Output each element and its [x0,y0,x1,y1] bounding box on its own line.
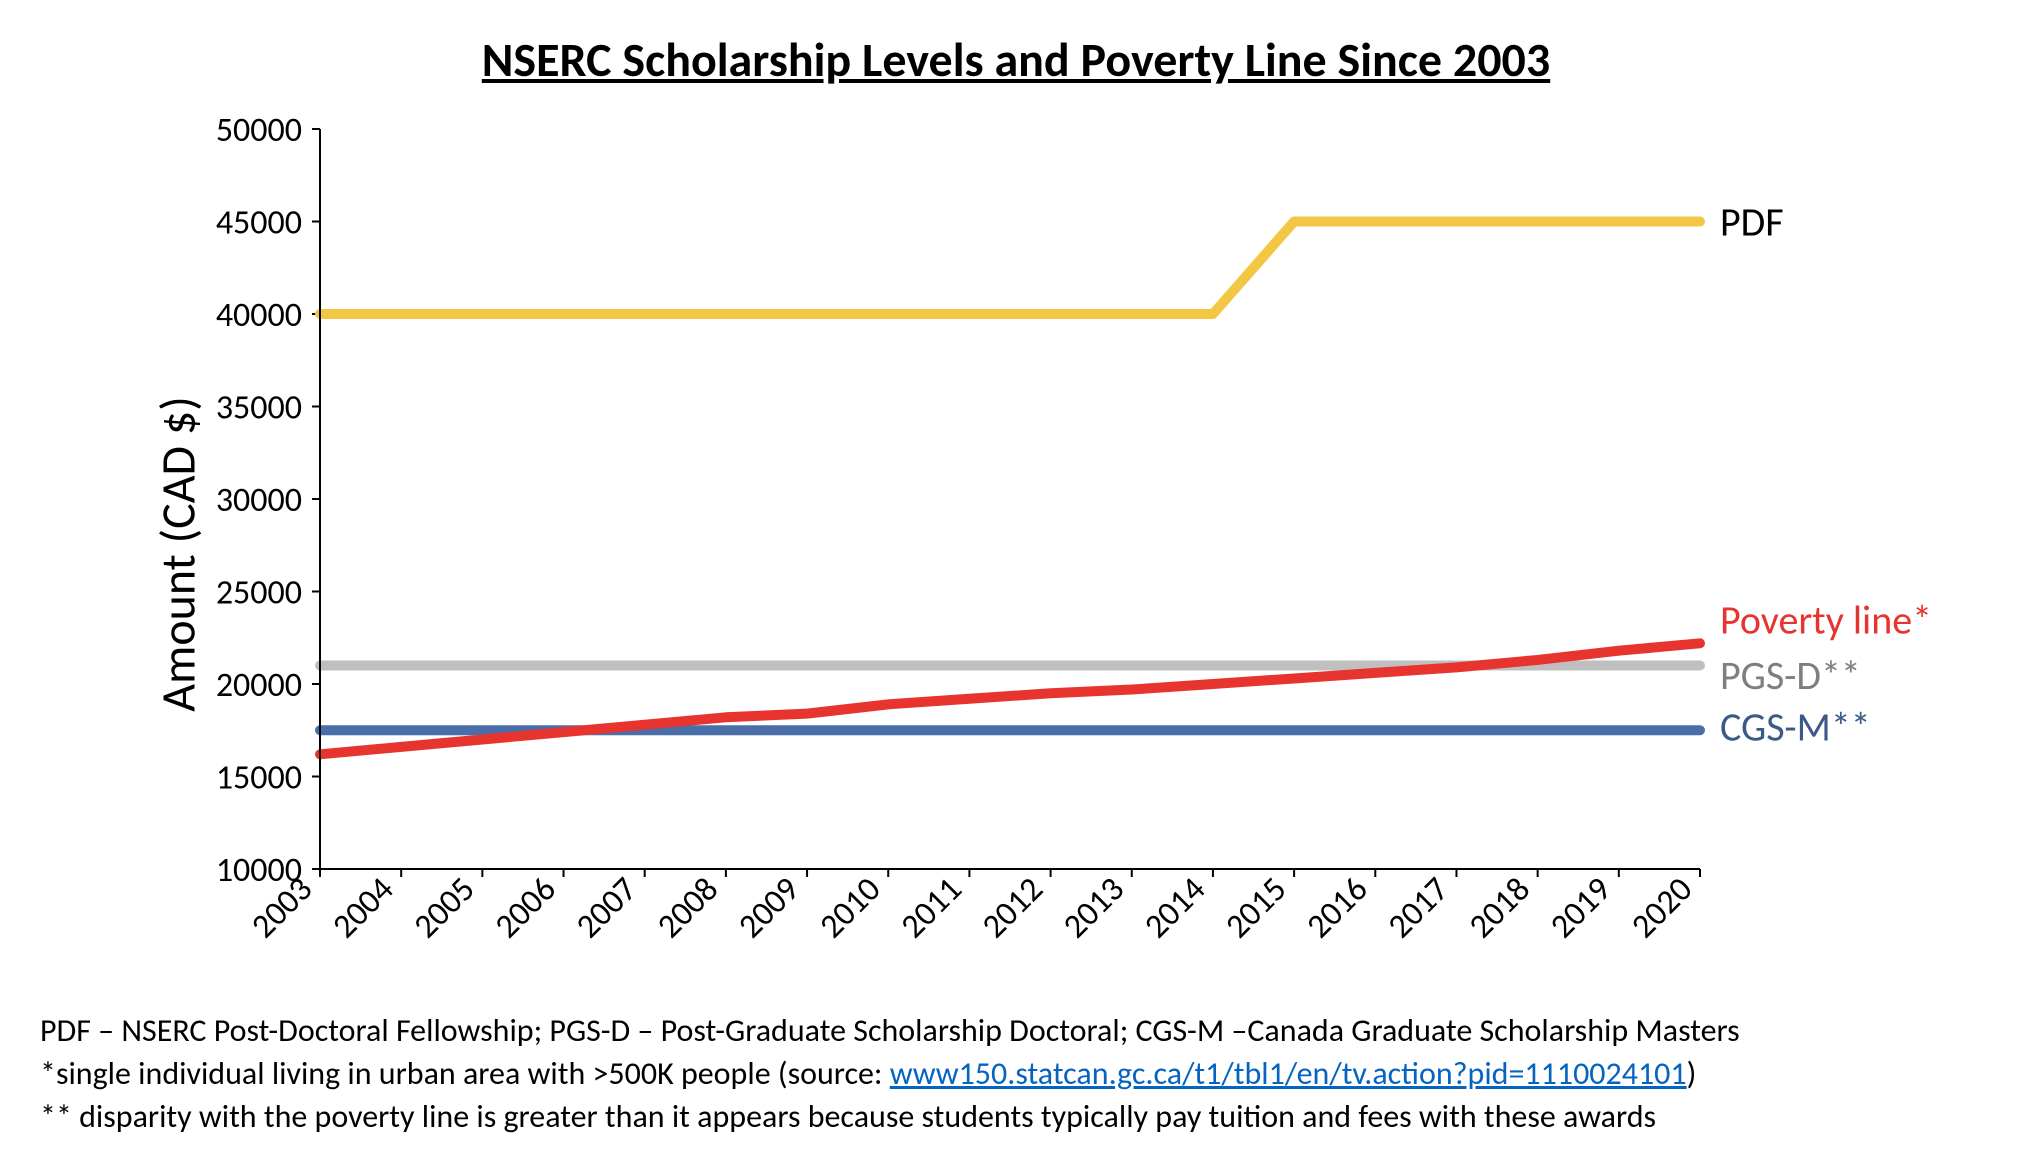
source-link[interactable]: www150.statcan.gc.ca/t1/tbl1/en/tv.actio… [890,1054,1687,1093]
x-tick-label: 2011 [893,869,971,947]
series-label-pdf: PDF [1720,198,1784,247]
series-label-cgs-m-: CGS-M** [1720,703,1871,752]
x-tick-label: 2018 [1461,869,1539,947]
x-tick-label: 2009 [730,869,808,947]
x-tick-label: 2013 [1055,869,1133,947]
x-tick-label: 2012 [974,869,1052,947]
footnote-line-1: PDF – NSERC Post-Doctoral Fellowship; PG… [40,1009,1992,1052]
x-tick-label: 2006 [487,869,565,947]
line-chart: 1000015000200002500030000350004000045000… [40,109,2000,999]
series-pdf [320,222,1700,315]
y-tick-label: 25000 [216,573,302,614]
y-tick-label: 50000 [216,110,302,151]
y-tick-label: 35000 [216,388,302,429]
footnote-2-prefix: *single individual living in urban area … [40,1054,890,1093]
x-tick-label: 2017 [1380,869,1458,947]
y-axis-label: Amount (CAD $) [148,396,207,712]
series-label-pgs-d-: PGS-D** [1720,651,1861,700]
x-tick-label: 2015 [1217,869,1295,947]
x-tick-label: 2020 [1623,869,1701,947]
chart-container: Amount (CAD $) 1000015000200002500030000… [40,109,1992,999]
chart-title: NSERC Scholarship Levels and Poverty Lin… [40,30,1992,89]
footnotes: PDF – NSERC Post-Doctoral Fellowship; PG… [40,1009,1992,1139]
footnote-line-3: ** disparity with the poverty line is gr… [40,1095,1992,1138]
footnote-line-2: *single individual living in urban area … [40,1052,1992,1095]
x-tick-label: 2004 [325,869,403,947]
x-tick-label: 2016 [1299,869,1377,947]
series-poverty-line [320,643,1700,754]
x-tick-label: 2008 [649,869,727,947]
x-tick-label: 2010 [812,869,890,947]
x-tick-label: 2014 [1136,869,1214,947]
y-tick-label: 40000 [216,295,302,336]
y-tick-label: 20000 [216,665,302,706]
y-tick-label: 15000 [216,758,302,799]
y-tick-label: 30000 [216,480,302,521]
series-label-poverty-line-: Poverty line* [1720,595,1932,644]
y-tick-label: 45000 [216,203,302,244]
footnote-2-suffix: ) [1687,1054,1697,1093]
x-tick-label: 2005 [406,869,484,947]
x-tick-label: 2019 [1542,869,1620,947]
x-tick-label: 2007 [568,869,646,947]
